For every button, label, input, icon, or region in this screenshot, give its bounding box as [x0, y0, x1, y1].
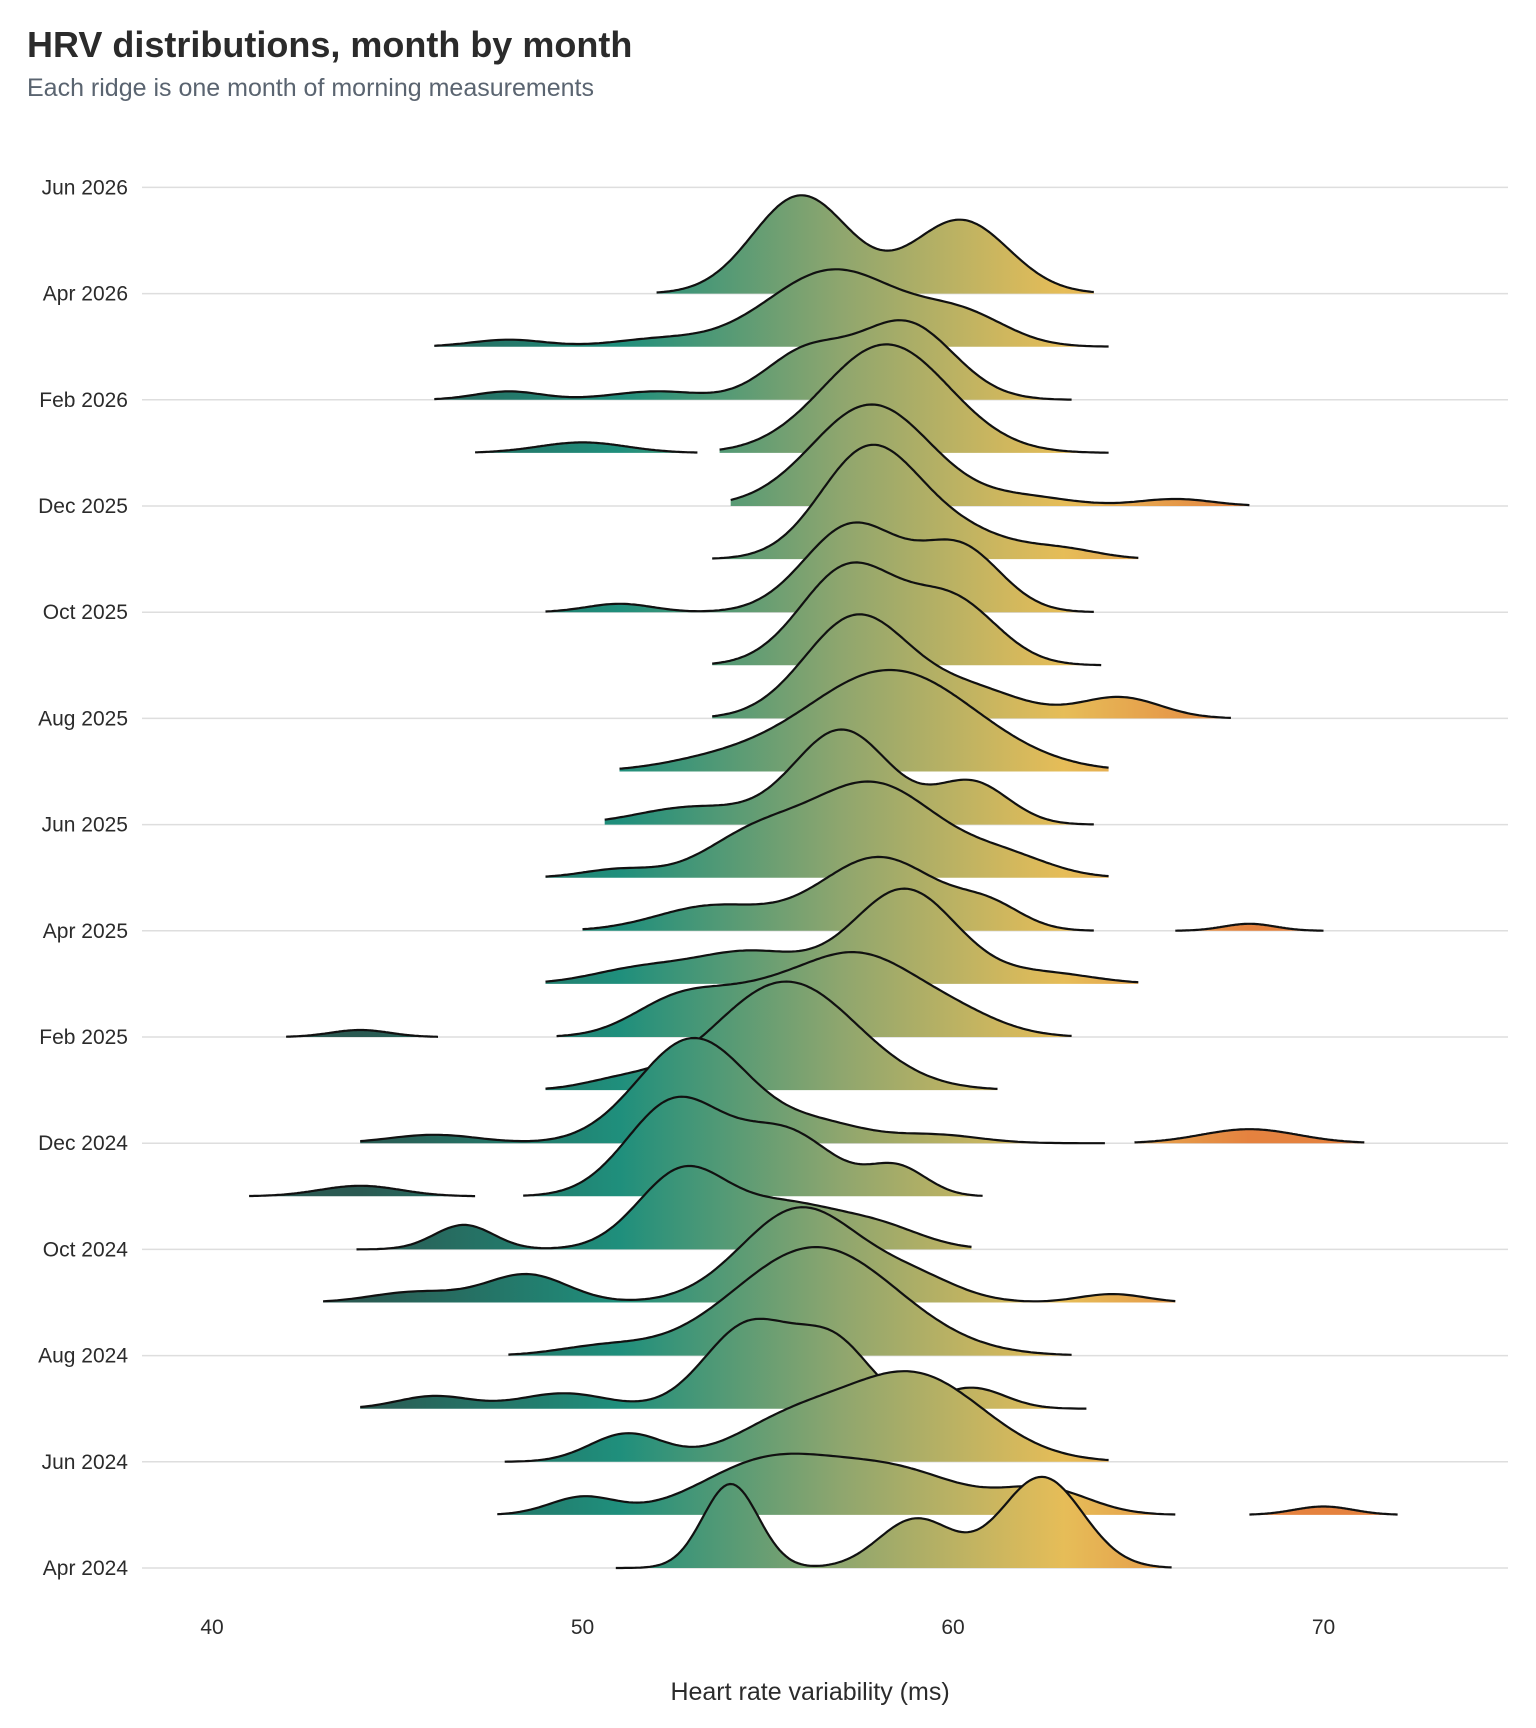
ridge-outline	[1134, 1128, 1365, 1144]
ridge-fill	[545, 522, 1094, 613]
y-tick-label: Apr 2024	[43, 1557, 129, 1580]
ridge-fill	[360, 1318, 1087, 1409]
ridge-fill	[434, 269, 1109, 347]
ridge-outline	[719, 343, 1109, 454]
y-axis-labels: Apr 2024 Jun 2024 Aug 2024 Oct 2024 Dec 2024…	[38, 176, 128, 1580]
ridge-fill	[604, 729, 1094, 825]
y-tick-label: Aug 2024	[38, 1345, 128, 1368]
ridge-outline	[523, 1095, 983, 1197]
x-tick-label: 70	[1312, 1616, 1335, 1639]
ridge-fill	[619, 670, 1109, 772]
ridge-outline	[1175, 922, 1324, 932]
ridge-outline	[545, 980, 998, 1090]
ridge-outline	[656, 194, 1094, 294]
x-axis-title: Heart rate variability (ms)	[670, 1678, 949, 1706]
ridge-fill	[475, 442, 698, 453]
ridge-fill	[719, 344, 1109, 453]
ridge-outline	[545, 780, 1109, 878]
ridge-outline	[249, 1184, 476, 1198]
ridge-outline	[323, 1206, 1176, 1303]
y-tick-label: Oct 2025	[43, 601, 128, 624]
ridge-fill	[360, 1038, 1105, 1144]
ridge-outline	[545, 887, 1139, 984]
x-tick-label: 40	[200, 1616, 223, 1639]
ridge-outline	[1249, 1505, 1398, 1516]
ridge-fill	[545, 888, 1139, 984]
chart-subtitle: Each ridge is one month of morning measu…	[27, 74, 594, 102]
ridge-outline	[356, 1164, 972, 1251]
y-tick-label: Jun 2026	[42, 176, 128, 199]
ridge-outline	[508, 1246, 1072, 1356]
y-tick-label: Apr 2026	[43, 283, 128, 306]
ridge-fill	[497, 1453, 1176, 1515]
chart-title: HRV distributions, month by month	[27, 24, 633, 65]
y-tick-label: Feb 2025	[39, 1026, 128, 1049]
ridge-fill	[523, 1096, 983, 1197]
ridge-outline	[619, 668, 1109, 770]
x-tick-label: 50	[571, 1616, 594, 1639]
ridge-outline	[545, 521, 1094, 613]
y-tick-label: Jun 2024	[42, 1451, 129, 1474]
ridge-fill	[582, 856, 1094, 931]
ridge-outline	[285, 1028, 439, 1038]
ridge-fill	[545, 781, 1109, 878]
ridge-outline	[434, 268, 1109, 348]
ridge-fill	[508, 1247, 1072, 1356]
y-tick-label: Oct 2024	[43, 1238, 129, 1261]
ridge-fill	[615, 1476, 1172, 1568]
ridge-outline	[556, 951, 1072, 1038]
y-tick-label: Dec 2024	[38, 1132, 128, 1155]
ridge-outline	[604, 728, 1094, 826]
y-tick-label: Aug 2025	[38, 707, 128, 730]
ridge-fill	[1134, 1129, 1365, 1144]
ridge-outline	[434, 319, 1072, 401]
ridges	[249, 194, 1398, 1570]
ridge-fill	[712, 562, 1102, 666]
ridge-outline	[582, 855, 1094, 932]
ridge-fill	[712, 444, 1139, 560]
ridge-fill	[545, 981, 998, 1091]
ridge-outline	[360, 1036, 1105, 1145]
y-tick-label: Jun 2025	[42, 814, 128, 837]
ridge-outline	[615, 1475, 1172, 1570]
ridge-fill	[249, 1185, 476, 1197]
y-tick-label: Dec 2025	[38, 495, 128, 518]
ridge-outline	[712, 561, 1102, 667]
ridge-outline	[712, 443, 1139, 560]
x-tick-label: 60	[941, 1616, 964, 1639]
ridge-fill	[323, 1207, 1176, 1303]
x-axis-labels: 40 50 60 70	[200, 1616, 1335, 1639]
ridge-outline	[504, 1370, 1109, 1463]
y-tick-label: Apr 2025	[43, 920, 128, 943]
ridge-outline	[730, 403, 1250, 507]
y-tick-label: Feb 2026	[39, 389, 128, 412]
ridge-outline	[360, 1317, 1087, 1410]
ridge-outline	[475, 441, 698, 454]
ridge-outline	[712, 613, 1231, 719]
ridge-fill	[1249, 1506, 1398, 1515]
